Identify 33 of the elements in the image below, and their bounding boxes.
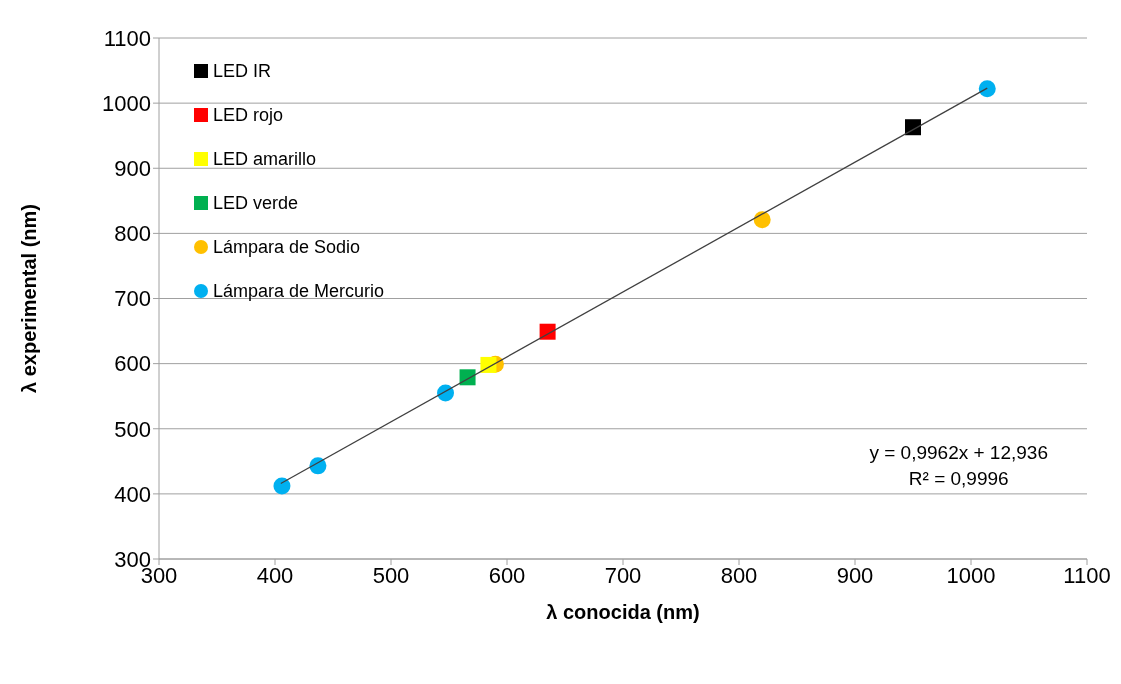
legend-label: Lámpara de Mercurio [213,280,385,302]
point [273,477,291,495]
annotation: y = 0,9962x + 12,936 [869,441,1048,465]
legend-label: Lámpara de Sodio [213,236,361,258]
y-tick-label: 500 [114,416,151,442]
x-tick-label: 400 [256,562,294,588]
x-tick-label: 500 [372,562,410,588]
y-tick-label: 400 [114,481,151,507]
x-tick-label: 700 [604,562,642,588]
y-tick-label: 600 [114,351,151,377]
x-tick-label: 600 [488,562,526,588]
legend-label: LED amarillo [213,148,317,170]
y-tick-label: 1100 [103,25,151,51]
legend-label: LED rojo [213,104,284,126]
x-tick-label: 900 [836,562,874,588]
y-tick-label: 800 [114,221,151,247]
y-tick-label: 1000 [102,90,151,116]
x-tick-label: 1100 [1063,562,1111,588]
point [978,80,996,98]
legend-label: LED verde [213,192,299,214]
x-tick-label: 1000 [946,562,996,588]
point [459,369,476,386]
y-axis-title: λ experimental (nm) [18,204,41,393]
point [539,323,556,340]
point [480,356,497,373]
point [753,211,771,229]
x-axis-title: λ conocida (nm) [546,601,700,623]
x-tick-label: 800 [720,562,758,588]
legend-label: LED IR [213,60,272,82]
y-tick-label: 900 [114,156,151,182]
annotation: R² = 0,9996 [907,467,1010,491]
y-tick-label: 700 [114,286,151,312]
point [905,119,921,136]
